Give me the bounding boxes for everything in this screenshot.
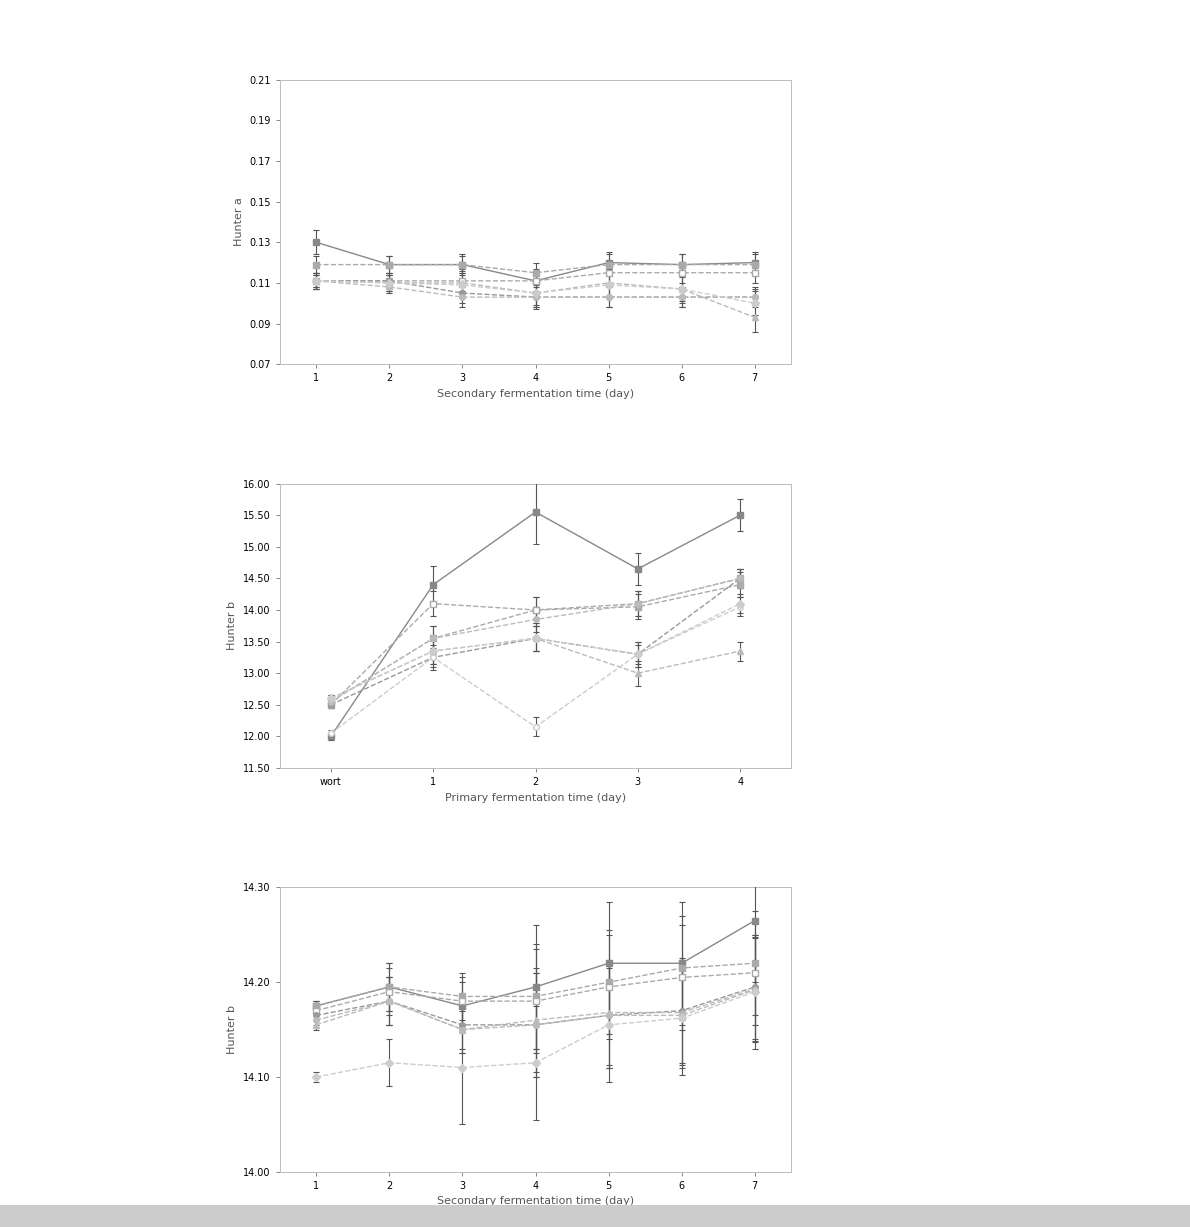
X-axis label: Secondary fermentation time (day): Secondary fermentation time (day) xyxy=(437,1196,634,1206)
Y-axis label: Hunter b: Hunter b xyxy=(227,601,237,650)
X-axis label: Secondary fermentation time (day): Secondary fermentation time (day) xyxy=(437,389,634,399)
X-axis label: Primary fermentation time (day): Primary fermentation time (day) xyxy=(445,793,626,802)
Y-axis label: Hunter b: Hunter b xyxy=(227,1005,238,1054)
Y-axis label: Hunter a: Hunter a xyxy=(233,198,244,247)
